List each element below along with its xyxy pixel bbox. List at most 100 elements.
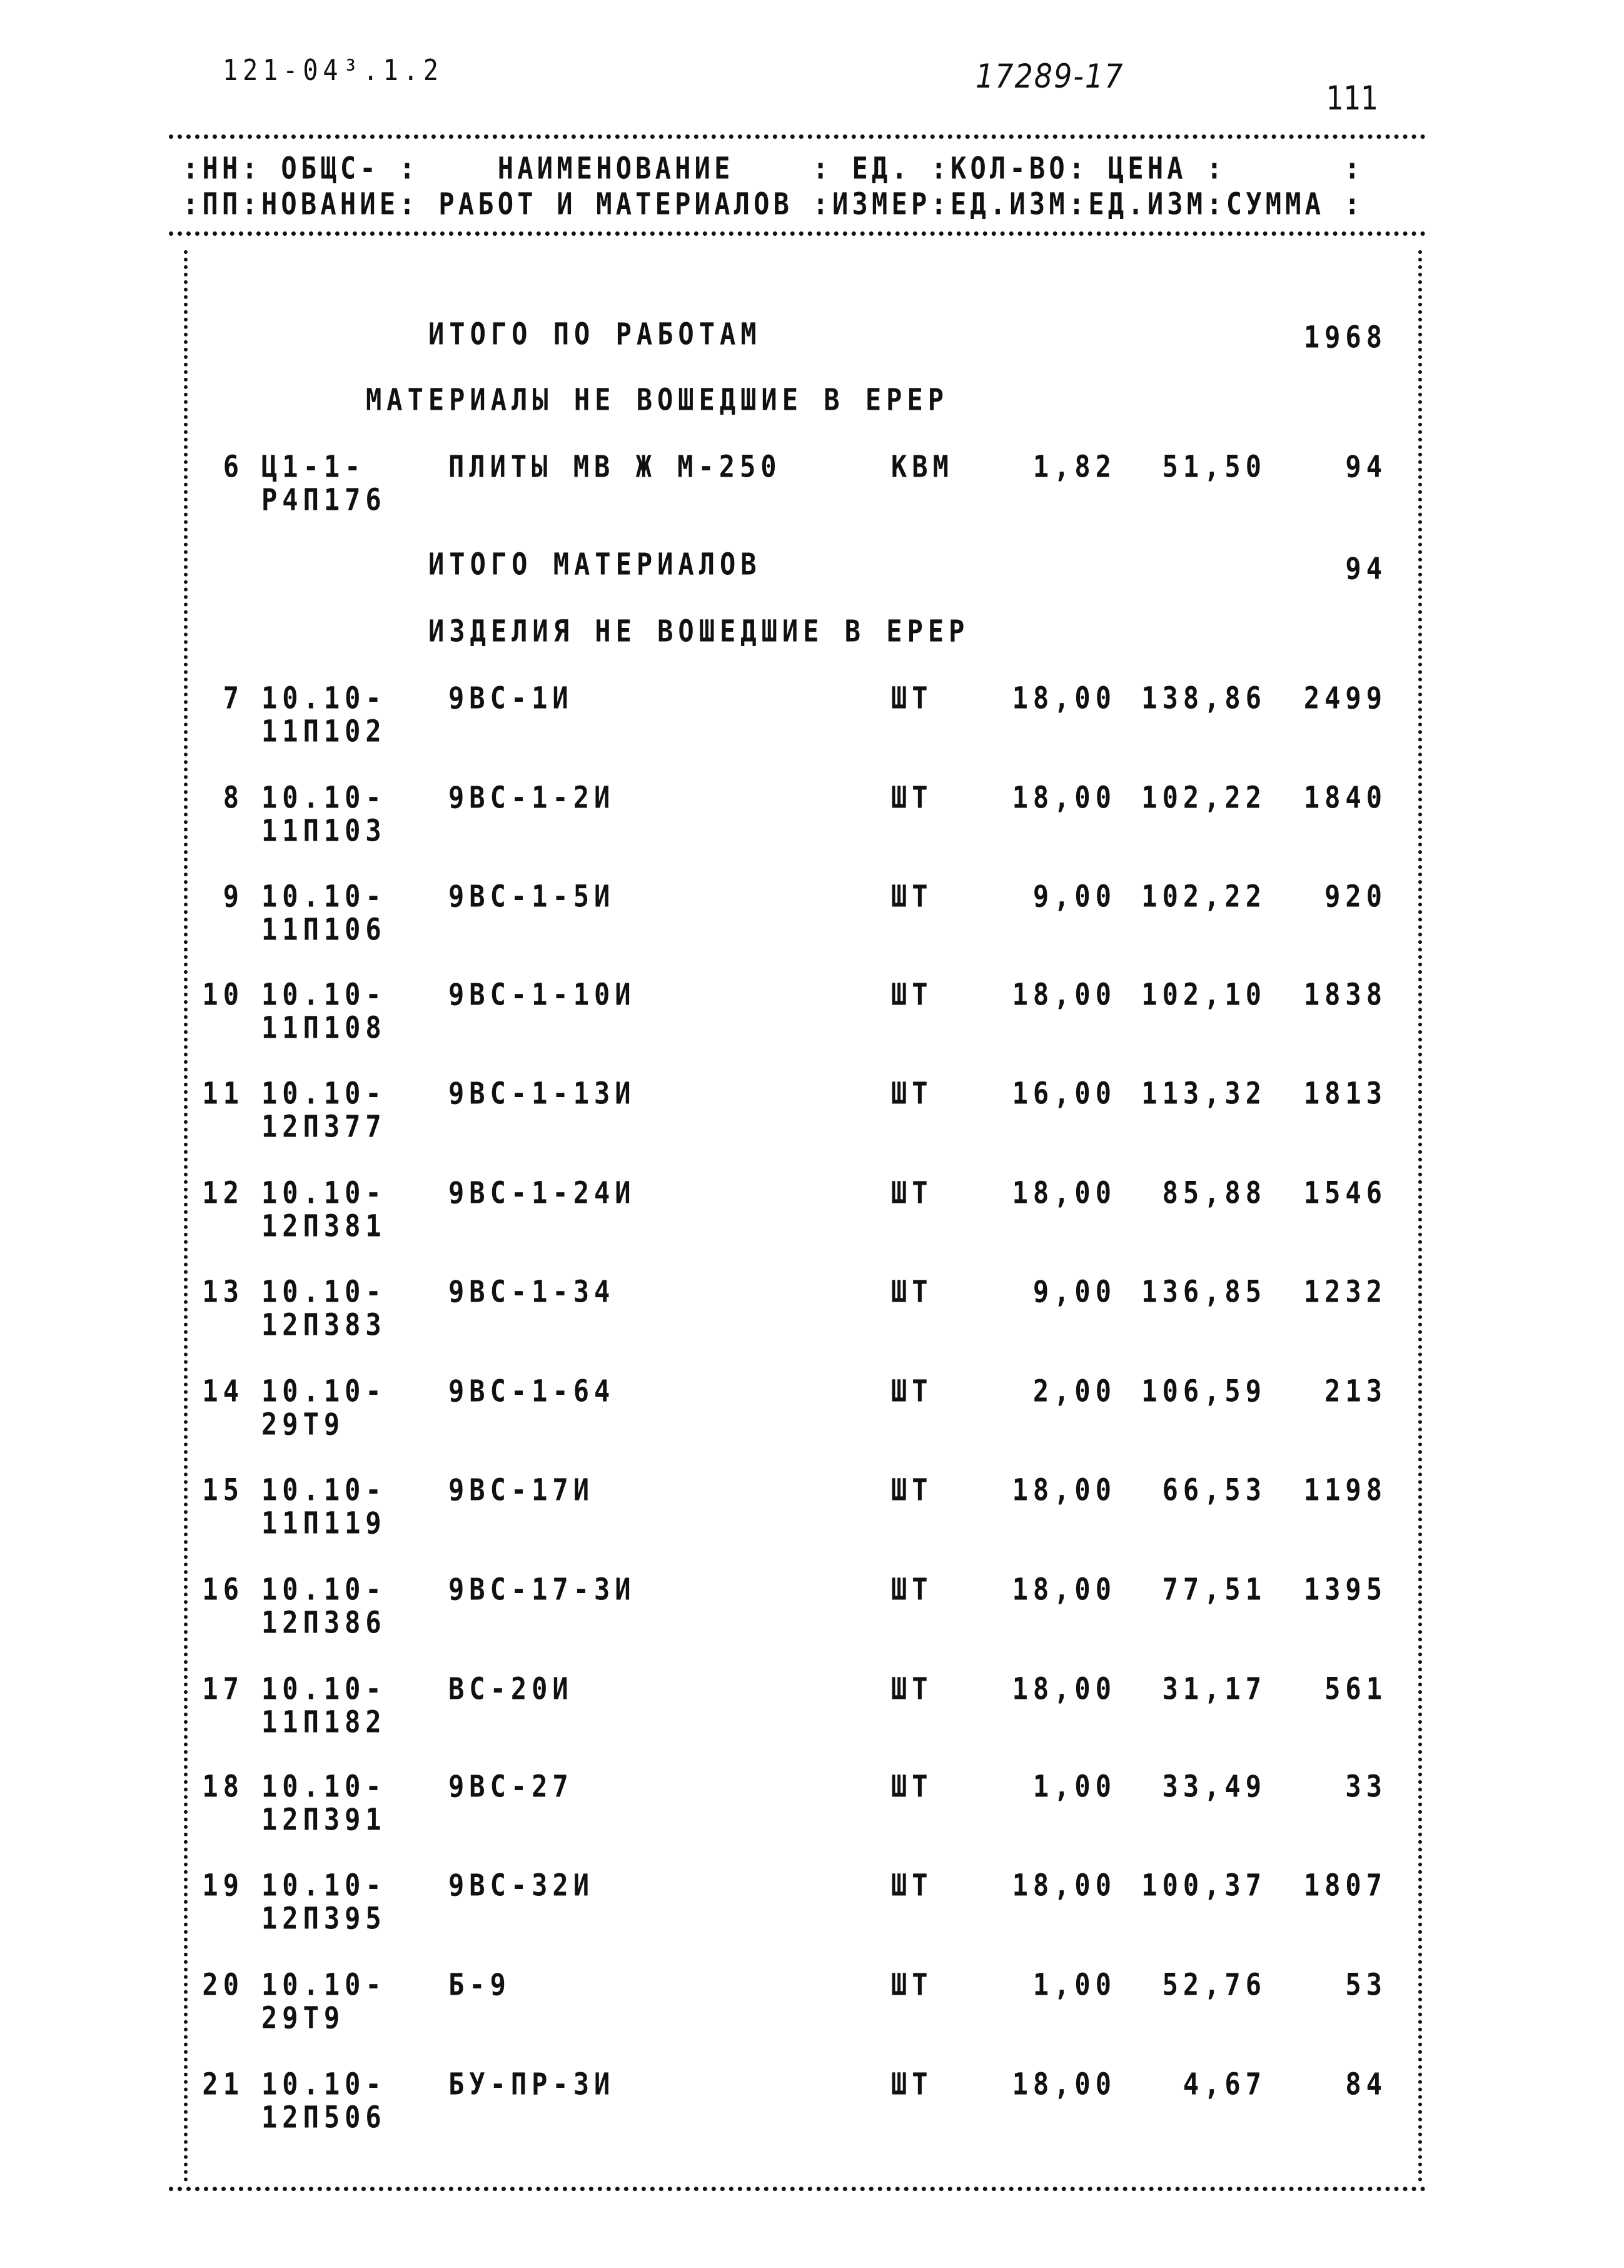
code-line-1: 10.10- (261, 1273, 386, 1309)
sum: 1838 (1303, 976, 1387, 1012)
unit: ШТ (891, 1867, 933, 1903)
code-line-1: 10.10- (261, 2066, 386, 2102)
sum: 94 (1345, 448, 1387, 484)
item-name: 9ВС-1-5И (448, 878, 615, 914)
row-number: 11 (202, 1075, 244, 1111)
unit: КВМ (891, 448, 954, 484)
table-header-line-1: :НН: ОБЩС- : НАИМЕНОВАНИЕ : ЕД. :КОЛ-ВО:… (183, 150, 1364, 186)
works-total-sum: 1968 (1303, 319, 1387, 355)
unit-price: 31,17 (1162, 1671, 1266, 1706)
unit-price: 136,85 (1141, 1273, 1266, 1309)
item-name: 9ВС-1-34 (448, 1273, 615, 1309)
quantity: 16,00 (1012, 1075, 1116, 1111)
row-number: 18 (202, 1768, 244, 1804)
row-number: 9 (223, 878, 244, 914)
quantity: 9,00 (1032, 1273, 1116, 1309)
quantity: 1,00 (1032, 1967, 1116, 2002)
page-number: 111 (1326, 78, 1378, 118)
sum: 1813 (1303, 1075, 1387, 1111)
code-line-2: 12П395 (261, 1900, 386, 1936)
row-number: 19 (202, 1867, 244, 1903)
code-line-2: 12П377 (261, 1108, 386, 1144)
sum: 1807 (1303, 1867, 1387, 1903)
unit-price: 100,37 (1141, 1867, 1266, 1903)
row-number: 16 (202, 1571, 244, 1607)
item-name: ВС-20И (448, 1671, 573, 1706)
unit: ШТ (891, 1273, 933, 1309)
unit: ШТ (891, 779, 933, 815)
unit-price: 106,59 (1141, 1373, 1266, 1409)
code-line-2: 11П102 (261, 713, 386, 749)
quantity: 18,00 (1012, 779, 1116, 815)
row-number: 8 (223, 779, 244, 815)
sum: 2499 (1303, 680, 1387, 716)
unit-price: 113,32 (1141, 1075, 1266, 1111)
unit-price: 77,51 (1162, 1571, 1266, 1607)
code-line-2: Р4П176 (261, 482, 386, 517)
code-line-1: 10.10- (261, 1867, 386, 1903)
item-name: 9ВС-32И (448, 1867, 595, 1903)
quantity: 18,00 (1012, 680, 1116, 716)
sum: 213 (1324, 1373, 1387, 1409)
unit: ШТ (891, 1075, 933, 1111)
item-name: ПЛИТЫ МВ Ж М-250 (448, 448, 782, 484)
quantity: 18,00 (1012, 1671, 1116, 1706)
item-name: 9ВС-1-64 (448, 1373, 615, 1409)
quantity: 18,00 (1012, 1867, 1116, 1903)
code-line-2: 12П381 (261, 1208, 386, 1243)
code-line-1: 10.10- (261, 878, 386, 914)
code-line-1: 10.10- (261, 976, 386, 1012)
handwritten-number: 17289-17 (976, 56, 1124, 96)
quantity: 1,00 (1032, 1768, 1116, 1804)
document-code: 121-04³.1.2 (223, 54, 443, 88)
code-line-1: 10.10- (261, 680, 386, 716)
code-line-1: 10.10- (261, 1768, 386, 1804)
item-name: 9ВС-1-13И (448, 1075, 636, 1111)
code-line-1: 10.10- (261, 1373, 386, 1409)
code-line-2: 11П106 (261, 911, 386, 947)
item-name: 9ВС-1-10И (448, 976, 636, 1012)
unit-price: 85,88 (1162, 1175, 1266, 1210)
sum: 920 (1324, 878, 1387, 914)
code-line-1: 10.10- (261, 1967, 386, 2002)
item-name: 9ВС-17-3И (448, 1571, 636, 1607)
quantity: 18,00 (1012, 2066, 1116, 2102)
table-header-line-2: :ПП:НОВАНИЕ: РАБОТ И МАТЕРИАЛОВ :ИЗМЕР:Е… (183, 186, 1364, 221)
row-number: 14 (202, 1373, 244, 1409)
quantity: 2,00 (1032, 1373, 1116, 1409)
code-line-2: 11П108 (261, 1010, 386, 1045)
code-line-2: 12П506 (261, 2099, 386, 2135)
unit: ШТ (891, 1175, 933, 1210)
code-line-2: 11П182 (261, 1704, 386, 1739)
sum: 561 (1324, 1671, 1387, 1706)
bottom-divider (169, 2187, 1426, 2191)
works-total-label: ИТОГО ПО РАБОТАМ (428, 316, 762, 352)
unit: ШТ (891, 680, 933, 716)
code-line-2: 11П119 (261, 1505, 386, 1541)
item-name: 9ВС-17И (448, 1472, 595, 1507)
code-line-1: 10.10- (261, 1571, 386, 1607)
unit-price: 52,76 (1162, 1967, 1266, 2002)
code-line-1: 10.10- (261, 1175, 386, 1210)
code-line-2: 29Т9 (261, 2000, 345, 2035)
item-name: БУ-ПР-3И (448, 2066, 615, 2102)
code-line-2: 12П386 (261, 1604, 386, 1640)
sum: 1232 (1303, 1273, 1387, 1309)
code-line-2: 12П391 (261, 1801, 386, 1837)
row-number: 17 (202, 1671, 244, 1706)
item-name: 9ВС-1-2И (448, 779, 615, 815)
row-number: 13 (202, 1273, 244, 1309)
code-line-2: 29Т9 (261, 1406, 345, 1442)
quantity: 9,00 (1032, 878, 1116, 914)
unit-price: 102,22 (1141, 878, 1266, 914)
right-border (1418, 250, 1422, 2183)
item-name: 9ВС-1-24И (448, 1175, 636, 1210)
sum: 53 (1345, 1967, 1387, 2002)
header-divider (169, 231, 1426, 236)
quantity: 18,00 (1012, 1472, 1116, 1507)
sum: 84 (1345, 2066, 1387, 2102)
quantity: 1,82 (1032, 448, 1116, 484)
quantity: 18,00 (1012, 976, 1116, 1012)
row-number: 20 (202, 1967, 244, 2002)
row-number: 12 (202, 1175, 244, 1210)
